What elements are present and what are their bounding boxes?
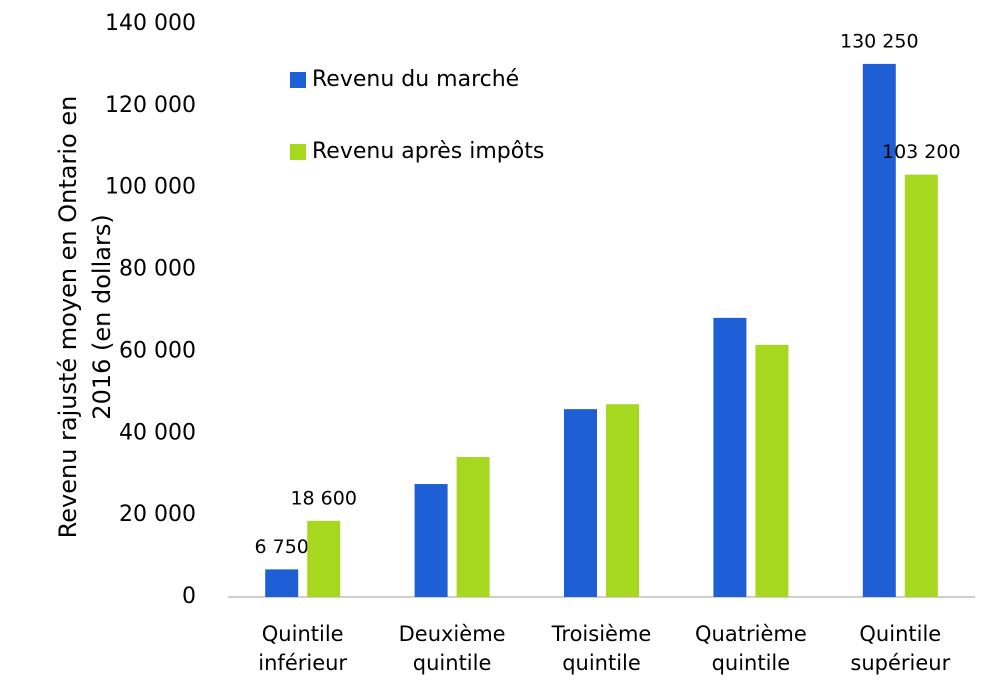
bar [265, 569, 299, 597]
y-tick-label: 20 000 [119, 502, 196, 527]
x-tick-label: Troisième quintile [551, 622, 652, 675]
y-tick-label: 100 000 [105, 175, 196, 200]
bar [456, 457, 490, 597]
x-tick-label: Quintile supérieur [850, 622, 951, 675]
data-label: 18 600 [290, 487, 356, 509]
bar [713, 317, 747, 597]
y-tick-label: 140 000 [105, 11, 196, 36]
legend-swatch [290, 144, 306, 160]
y-tick-label: 60 000 [119, 338, 196, 363]
bar [755, 344, 789, 597]
bar [904, 174, 938, 598]
y-tick-label: 120 000 [105, 93, 196, 118]
data-label: 130 250 [840, 30, 919, 52]
bar [414, 484, 448, 597]
data-label: 6 750 [254, 536, 308, 558]
y-tick-label: 40 000 [119, 420, 196, 445]
bar [606, 404, 639, 597]
y-tick-label: 80 000 [119, 257, 196, 282]
bar [307, 520, 341, 597]
legend-label: Revenu du marché [312, 67, 519, 92]
x-tick-label: Quintile inférieur [258, 622, 348, 675]
x-tick-label: Deuxième quintile [398, 622, 506, 675]
legend-label: Revenu après impôts [312, 139, 544, 164]
data-label: 103 200 [882, 141, 961, 163]
y-axis-title: Revenu rajusté moyen en Ontario en 2016 … [54, 95, 116, 539]
x-tick-label: Quatrième quintile [695, 622, 807, 675]
bar [862, 63, 896, 598]
y-tick-label: 0 [182, 584, 196, 609]
bar [564, 409, 597, 597]
legend-swatch [290, 72, 306, 88]
